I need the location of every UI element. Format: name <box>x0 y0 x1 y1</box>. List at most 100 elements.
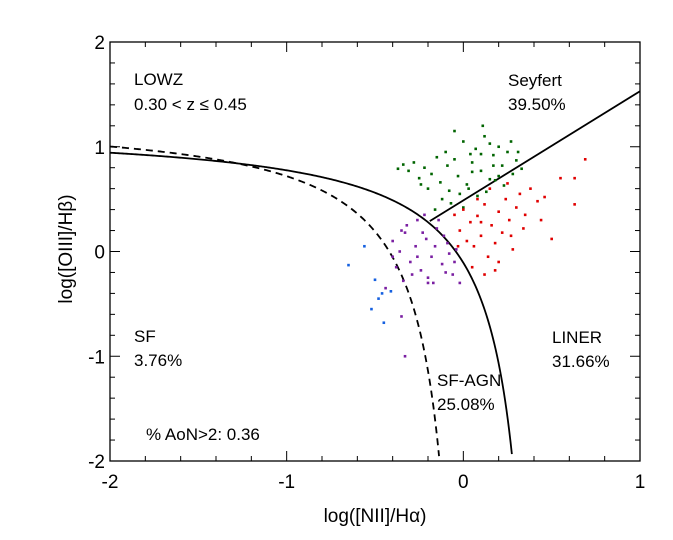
seyfert-point <box>430 172 433 176</box>
seyfert-point <box>446 164 449 167</box>
liner-point <box>536 199 539 203</box>
seyfert-point <box>470 161 474 164</box>
seyfert-point <box>462 140 465 143</box>
sf-point <box>380 292 384 295</box>
sfagn-point <box>426 276 430 279</box>
liner-point <box>483 203 486 206</box>
sf-percent: 3.76% <box>134 351 182 370</box>
seyfert-point <box>453 158 456 161</box>
y-tick-label: 1 <box>94 138 105 159</box>
liner-point <box>462 208 465 211</box>
sfagn-point <box>384 286 387 290</box>
sf-point <box>377 297 380 300</box>
seyfert-point <box>500 164 504 167</box>
sfagn-point <box>442 234 446 238</box>
seyfert-liner-line <box>429 90 641 222</box>
sfagn-point <box>430 255 433 259</box>
liner-point <box>504 197 508 201</box>
liner-point <box>458 229 462 232</box>
seyfert-percent: 39.50% <box>508 95 566 114</box>
sfagn-point <box>419 269 423 272</box>
liner-point <box>476 214 479 218</box>
sfagn-point <box>401 279 405 283</box>
liner-point <box>515 206 518 209</box>
sfagn-point <box>409 260 412 264</box>
liner-point <box>497 260 500 264</box>
seyfert-point <box>488 177 492 181</box>
liner-point <box>543 195 546 199</box>
sfagn-point <box>453 260 456 264</box>
sfagn-point <box>391 255 394 259</box>
liner-point <box>472 244 476 248</box>
sfagn-point <box>391 239 394 243</box>
sfagn-point <box>410 273 414 276</box>
sfagn-point <box>416 218 419 222</box>
sfagn-point <box>454 248 458 251</box>
liner-point <box>523 213 527 217</box>
liner-point <box>497 210 500 213</box>
seyfert-point <box>407 169 410 173</box>
seyfert-point <box>417 176 421 180</box>
seyfert-point <box>440 197 444 201</box>
seyfert-point <box>497 145 500 149</box>
liner-point <box>511 248 515 251</box>
y-tick-label: 2 <box>94 33 105 54</box>
seyfert-point <box>467 187 470 190</box>
sfagn-point <box>446 241 449 245</box>
aon-label: % AoN>2: 0.36 <box>146 425 260 444</box>
sfagn-percent: 25.08% <box>437 395 495 414</box>
liner-point <box>469 220 472 224</box>
sample-label: LOWZ <box>134 70 183 89</box>
seyfert-point <box>462 206 465 209</box>
liner-point <box>479 220 483 224</box>
liner-point <box>583 158 587 161</box>
liner-point <box>476 197 479 201</box>
liner-point <box>490 224 493 227</box>
sfagn-point <box>403 231 407 234</box>
sfagn-point <box>451 273 455 276</box>
sf-point <box>370 307 373 311</box>
sfagn-point <box>398 250 402 253</box>
y-axis-title: log([OIII]/Hβ) <box>56 194 77 303</box>
sfagn-point <box>403 354 407 358</box>
seyfert-point <box>492 153 495 157</box>
seyfert-point <box>511 172 515 176</box>
data-points <box>347 124 587 358</box>
seyfert-point <box>423 166 426 169</box>
sfagn-point <box>405 224 409 227</box>
seyfert-point <box>470 170 474 174</box>
seyfert-point <box>485 190 488 194</box>
liner-point <box>486 255 490 259</box>
sfagn-point <box>435 227 439 230</box>
liner-point <box>573 203 576 206</box>
seyfert-point <box>481 124 485 128</box>
sfagn-point <box>414 244 417 248</box>
liner-point <box>479 234 483 238</box>
liner-label: LINER <box>552 328 602 347</box>
liner-point <box>483 273 486 276</box>
x-tick-label: -2 <box>102 472 119 493</box>
liner-point <box>465 239 469 243</box>
sfagn-point <box>400 229 403 232</box>
sf-label: SF <box>134 327 156 346</box>
sf-point <box>363 244 366 248</box>
seyfert-point <box>509 140 513 143</box>
sfagn-point <box>432 281 435 285</box>
seyfert-point <box>492 164 495 167</box>
x-tick-label: -1 <box>278 472 295 493</box>
liner-point <box>518 192 522 196</box>
redshift-label: 0.30 < z ≤ 0.45 <box>134 95 247 114</box>
sfagn-point <box>400 315 403 318</box>
kewley-curve <box>109 151 513 455</box>
liner-point <box>493 241 497 245</box>
x-axis-title: log([NII]/Hα) <box>324 506 427 527</box>
sf-point <box>347 263 350 267</box>
sfagn-point <box>433 244 437 248</box>
sfagn-point <box>444 271 447 274</box>
seyfert-point <box>433 208 437 211</box>
axis-ticks <box>109 41 641 462</box>
liner-point <box>507 218 511 222</box>
liner-point <box>493 269 497 272</box>
seyfert-point <box>476 194 479 198</box>
